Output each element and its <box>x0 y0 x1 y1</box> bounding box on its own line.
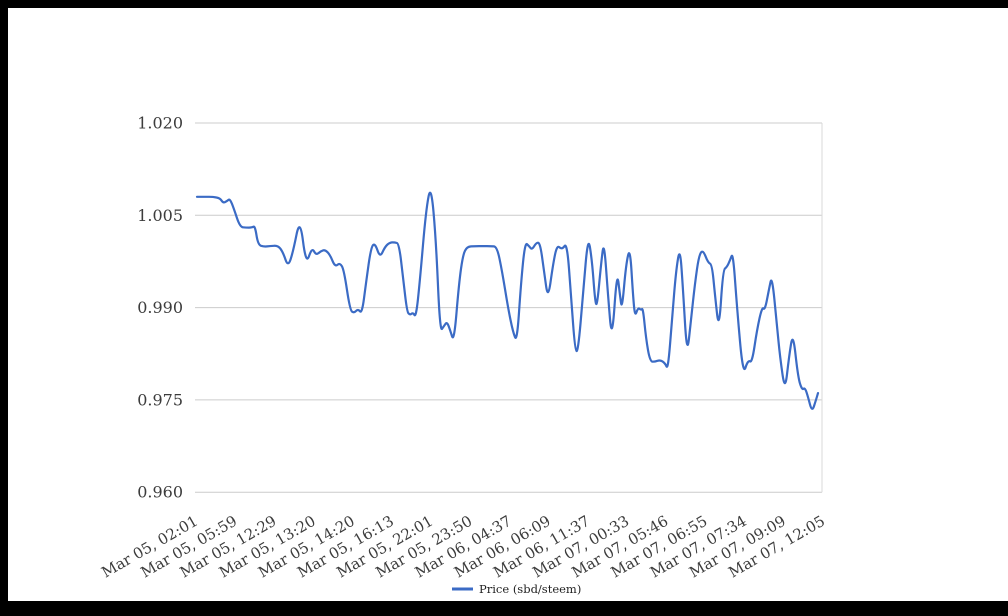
legend-label: Price (sbd/steem) <box>479 582 581 596</box>
y-tick-label: 1.020 <box>137 114 183 133</box>
chart-canvas: 1.020 1.005 0.990 0.975 0.960 Mar 05, 02:01 Ma… <box>8 8 1008 601</box>
y-axis-labels: 1.020 1.005 0.990 0.975 0.960 <box>137 114 183 502</box>
y-tick-label: 0.975 <box>137 390 183 409</box>
legend: Price (sbd/steem) <box>452 582 581 596</box>
price-line[interactable] <box>195 191 820 410</box>
y-tick-label: 0.990 <box>137 298 183 317</box>
y-tick-label: 0.960 <box>137 483 183 502</box>
price-chart: 1.020 1.005 0.990 0.975 0.960 Mar 05, 02:01Ma… <box>98 114 828 597</box>
y-tick-label: 1.005 <box>137 206 183 225</box>
